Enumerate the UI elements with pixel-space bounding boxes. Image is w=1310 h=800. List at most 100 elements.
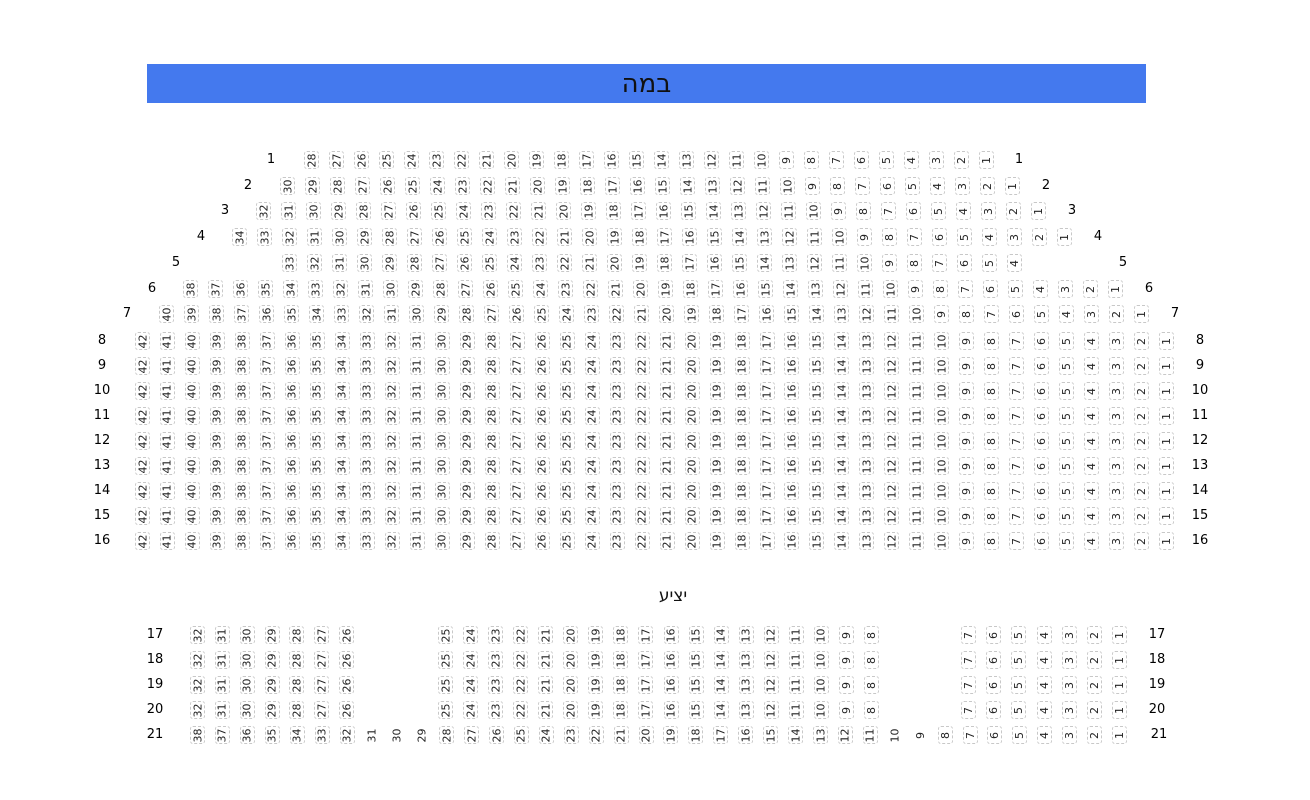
seat[interactable]: 3: [1061, 651, 1077, 669]
seat[interactable]: 35: [309, 332, 325, 350]
seat[interactable]: 29: [264, 676, 280, 694]
seat[interactable]: 23: [609, 532, 625, 550]
seat[interactable]: 16: [707, 254, 722, 272]
seat[interactable]: 3: [1084, 305, 1099, 323]
seat[interactable]: 18: [734, 532, 750, 550]
seat[interactable]: 3: [1109, 407, 1125, 425]
seat[interactable]: 31: [409, 407, 425, 425]
seat[interactable]: 8: [856, 202, 871, 220]
seat[interactable]: 1: [1159, 507, 1175, 525]
seat[interactable]: 26: [457, 254, 472, 272]
seat[interactable]: 40: [184, 357, 200, 375]
seat[interactable]: 7: [1009, 532, 1025, 550]
seat[interactable]: 18: [613, 701, 629, 719]
seat[interactable]: 11: [788, 651, 804, 669]
seat[interactable]: 4: [1084, 432, 1100, 450]
seat[interactable]: 2: [1134, 357, 1150, 375]
seat[interactable]: 3: [1007, 228, 1022, 246]
seat[interactable]: 33: [359, 382, 375, 400]
seat[interactable]: 13: [808, 280, 823, 298]
seat[interactable]: 3: [929, 151, 944, 169]
seat[interactable]: 23: [609, 407, 625, 425]
seat[interactable]: 15: [688, 701, 704, 719]
seat[interactable]: 24: [463, 651, 479, 669]
seat[interactable]: 15: [809, 407, 825, 425]
seat[interactable]: 34: [334, 457, 350, 475]
seat[interactable]: 25: [405, 177, 420, 195]
seat[interactable]: 37: [259, 407, 275, 425]
seat[interactable]: 41: [159, 457, 175, 475]
seat[interactable]: 16: [656, 202, 671, 220]
seat[interactable]: 15: [809, 532, 825, 550]
seat[interactable]: 31: [409, 357, 425, 375]
seat[interactable]: 27: [314, 626, 330, 644]
seat[interactable]: 9: [838, 676, 854, 694]
seat[interactable]: 32: [384, 507, 400, 525]
seat[interactable]: 23: [609, 357, 625, 375]
seat[interactable]: 20: [659, 305, 674, 323]
seat[interactable]: 13: [859, 482, 875, 500]
seat[interactable]: 35: [309, 382, 325, 400]
seat[interactable]: 28: [304, 151, 319, 169]
seat[interactable]: 13: [859, 507, 875, 525]
seat[interactable]: 9: [838, 626, 854, 644]
seat[interactable]: 23: [488, 651, 504, 669]
seat[interactable]: 34: [283, 280, 298, 298]
seat[interactable]: 13: [679, 151, 694, 169]
seat[interactable]: 4: [930, 177, 945, 195]
seat[interactable]: 37: [259, 532, 275, 550]
seat[interactable]: 6: [1034, 532, 1050, 550]
seat[interactable]: 20: [638, 726, 654, 744]
seat[interactable]: 28: [330, 177, 345, 195]
seat[interactable]: 14: [654, 151, 669, 169]
seat[interactable]: 10: [934, 482, 950, 500]
seat[interactable]: 5: [1011, 626, 1027, 644]
seat[interactable]: 29: [459, 507, 475, 525]
seat[interactable]: 5: [1011, 676, 1027, 694]
seat[interactable]: 27: [314, 651, 330, 669]
seat[interactable]: 6: [987, 726, 1003, 744]
seat[interactable]: 19: [588, 676, 604, 694]
seat[interactable]: 12: [884, 532, 900, 550]
seat[interactable]: 35: [309, 432, 325, 450]
seat[interactable]: 3: [1061, 676, 1077, 694]
seat[interactable]: 38: [234, 457, 250, 475]
seat[interactable]: 36: [284, 407, 300, 425]
seat[interactable]: 11: [788, 676, 804, 694]
seat[interactable]: 20: [563, 651, 579, 669]
seat[interactable]: 31: [364, 726, 380, 744]
seat[interactable]: 18: [580, 177, 595, 195]
seat[interactable]: 3: [1109, 382, 1125, 400]
seat[interactable]: 32: [384, 532, 400, 550]
seat[interactable]: 39: [209, 432, 225, 450]
seat[interactable]: 32: [384, 357, 400, 375]
seat[interactable]: 33: [359, 357, 375, 375]
seat[interactable]: 19: [709, 482, 725, 500]
seat[interactable]: 25: [438, 701, 453, 719]
seat[interactable]: 12: [884, 357, 900, 375]
seat[interactable]: 4: [1036, 626, 1052, 644]
seat[interactable]: 23: [609, 382, 625, 400]
seat[interactable]: 36: [284, 357, 300, 375]
seat[interactable]: 29: [264, 701, 280, 719]
seat[interactable]: 8: [984, 432, 1000, 450]
seat[interactable]: 14: [713, 626, 729, 644]
seat[interactable]: 7: [932, 254, 947, 272]
seat[interactable]: 34: [334, 357, 350, 375]
seat[interactable]: 26: [534, 532, 550, 550]
seat[interactable]: 2: [1134, 482, 1150, 500]
seat[interactable]: 40: [184, 407, 200, 425]
seat[interactable]: 25: [438, 626, 453, 644]
seat[interactable]: 1: [1031, 202, 1046, 220]
seat[interactable]: 30: [280, 177, 295, 195]
seat[interactable]: 18: [734, 407, 750, 425]
seat[interactable]: 8: [933, 280, 948, 298]
seat[interactable]: 31: [214, 626, 230, 644]
seat[interactable]: 23: [455, 177, 470, 195]
seat[interactable]: 15: [655, 177, 670, 195]
seat[interactable]: 29: [305, 177, 320, 195]
seat[interactable]: 12: [763, 701, 779, 719]
seat[interactable]: 4: [1037, 726, 1053, 744]
seat[interactable]: 4: [1059, 305, 1074, 323]
seat[interactable]: 13: [757, 228, 772, 246]
